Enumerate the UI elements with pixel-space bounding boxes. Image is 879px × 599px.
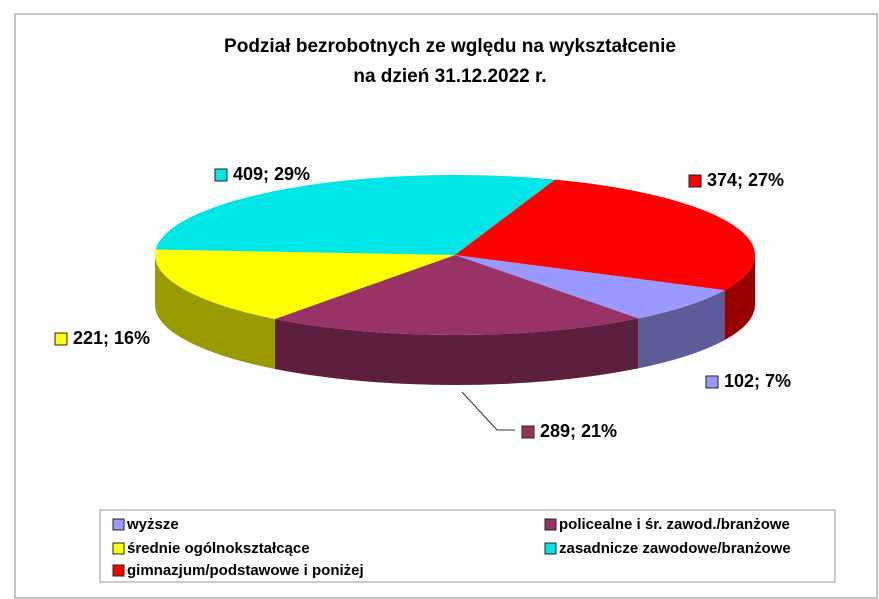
data-label: 102; 7% [724,371,791,391]
chart-title: Podział bezrobotnych ze wględu na wykszt… [224,36,676,57]
pie-slice [274,255,639,336]
pie-side [724,255,755,341]
legend-label: policealne i śr. zawod./branżowe [559,516,790,533]
legend-swatch [112,542,125,555]
leader-line [461,391,515,431]
label-swatch [688,174,702,188]
pie-slice [154,249,455,319]
pie-slice [455,255,725,319]
legend-box [99,509,836,583]
data-label: 409; 29% [233,164,310,184]
data-label: 221; 16% [73,328,150,348]
legend-label: gimnazjum/podstawowe i poniżej [127,562,364,579]
data-label: 374; 27% [707,170,784,190]
legend-swatch [544,542,557,555]
legend-swatch [544,518,557,531]
label-swatch [214,168,228,182]
legend-swatch [112,518,125,531]
pie-side [155,255,275,369]
pie-side [638,290,725,369]
legend-label: wyższe [126,516,179,533]
label-swatch [521,425,535,439]
legend-swatch [112,564,125,577]
legend-label: zasadnicze zawodowe/branżowe [559,540,791,557]
chart-title: na dzień 31.12.2022 r. [353,66,546,87]
label-swatch [705,375,719,389]
label-swatch [54,332,68,346]
pie-slice [155,175,556,255]
data-label: 289; 21% [540,421,617,441]
pie-slice [455,179,755,291]
pie-side [274,318,639,385]
legend-label: średnie ogólnokształcące [127,540,310,557]
